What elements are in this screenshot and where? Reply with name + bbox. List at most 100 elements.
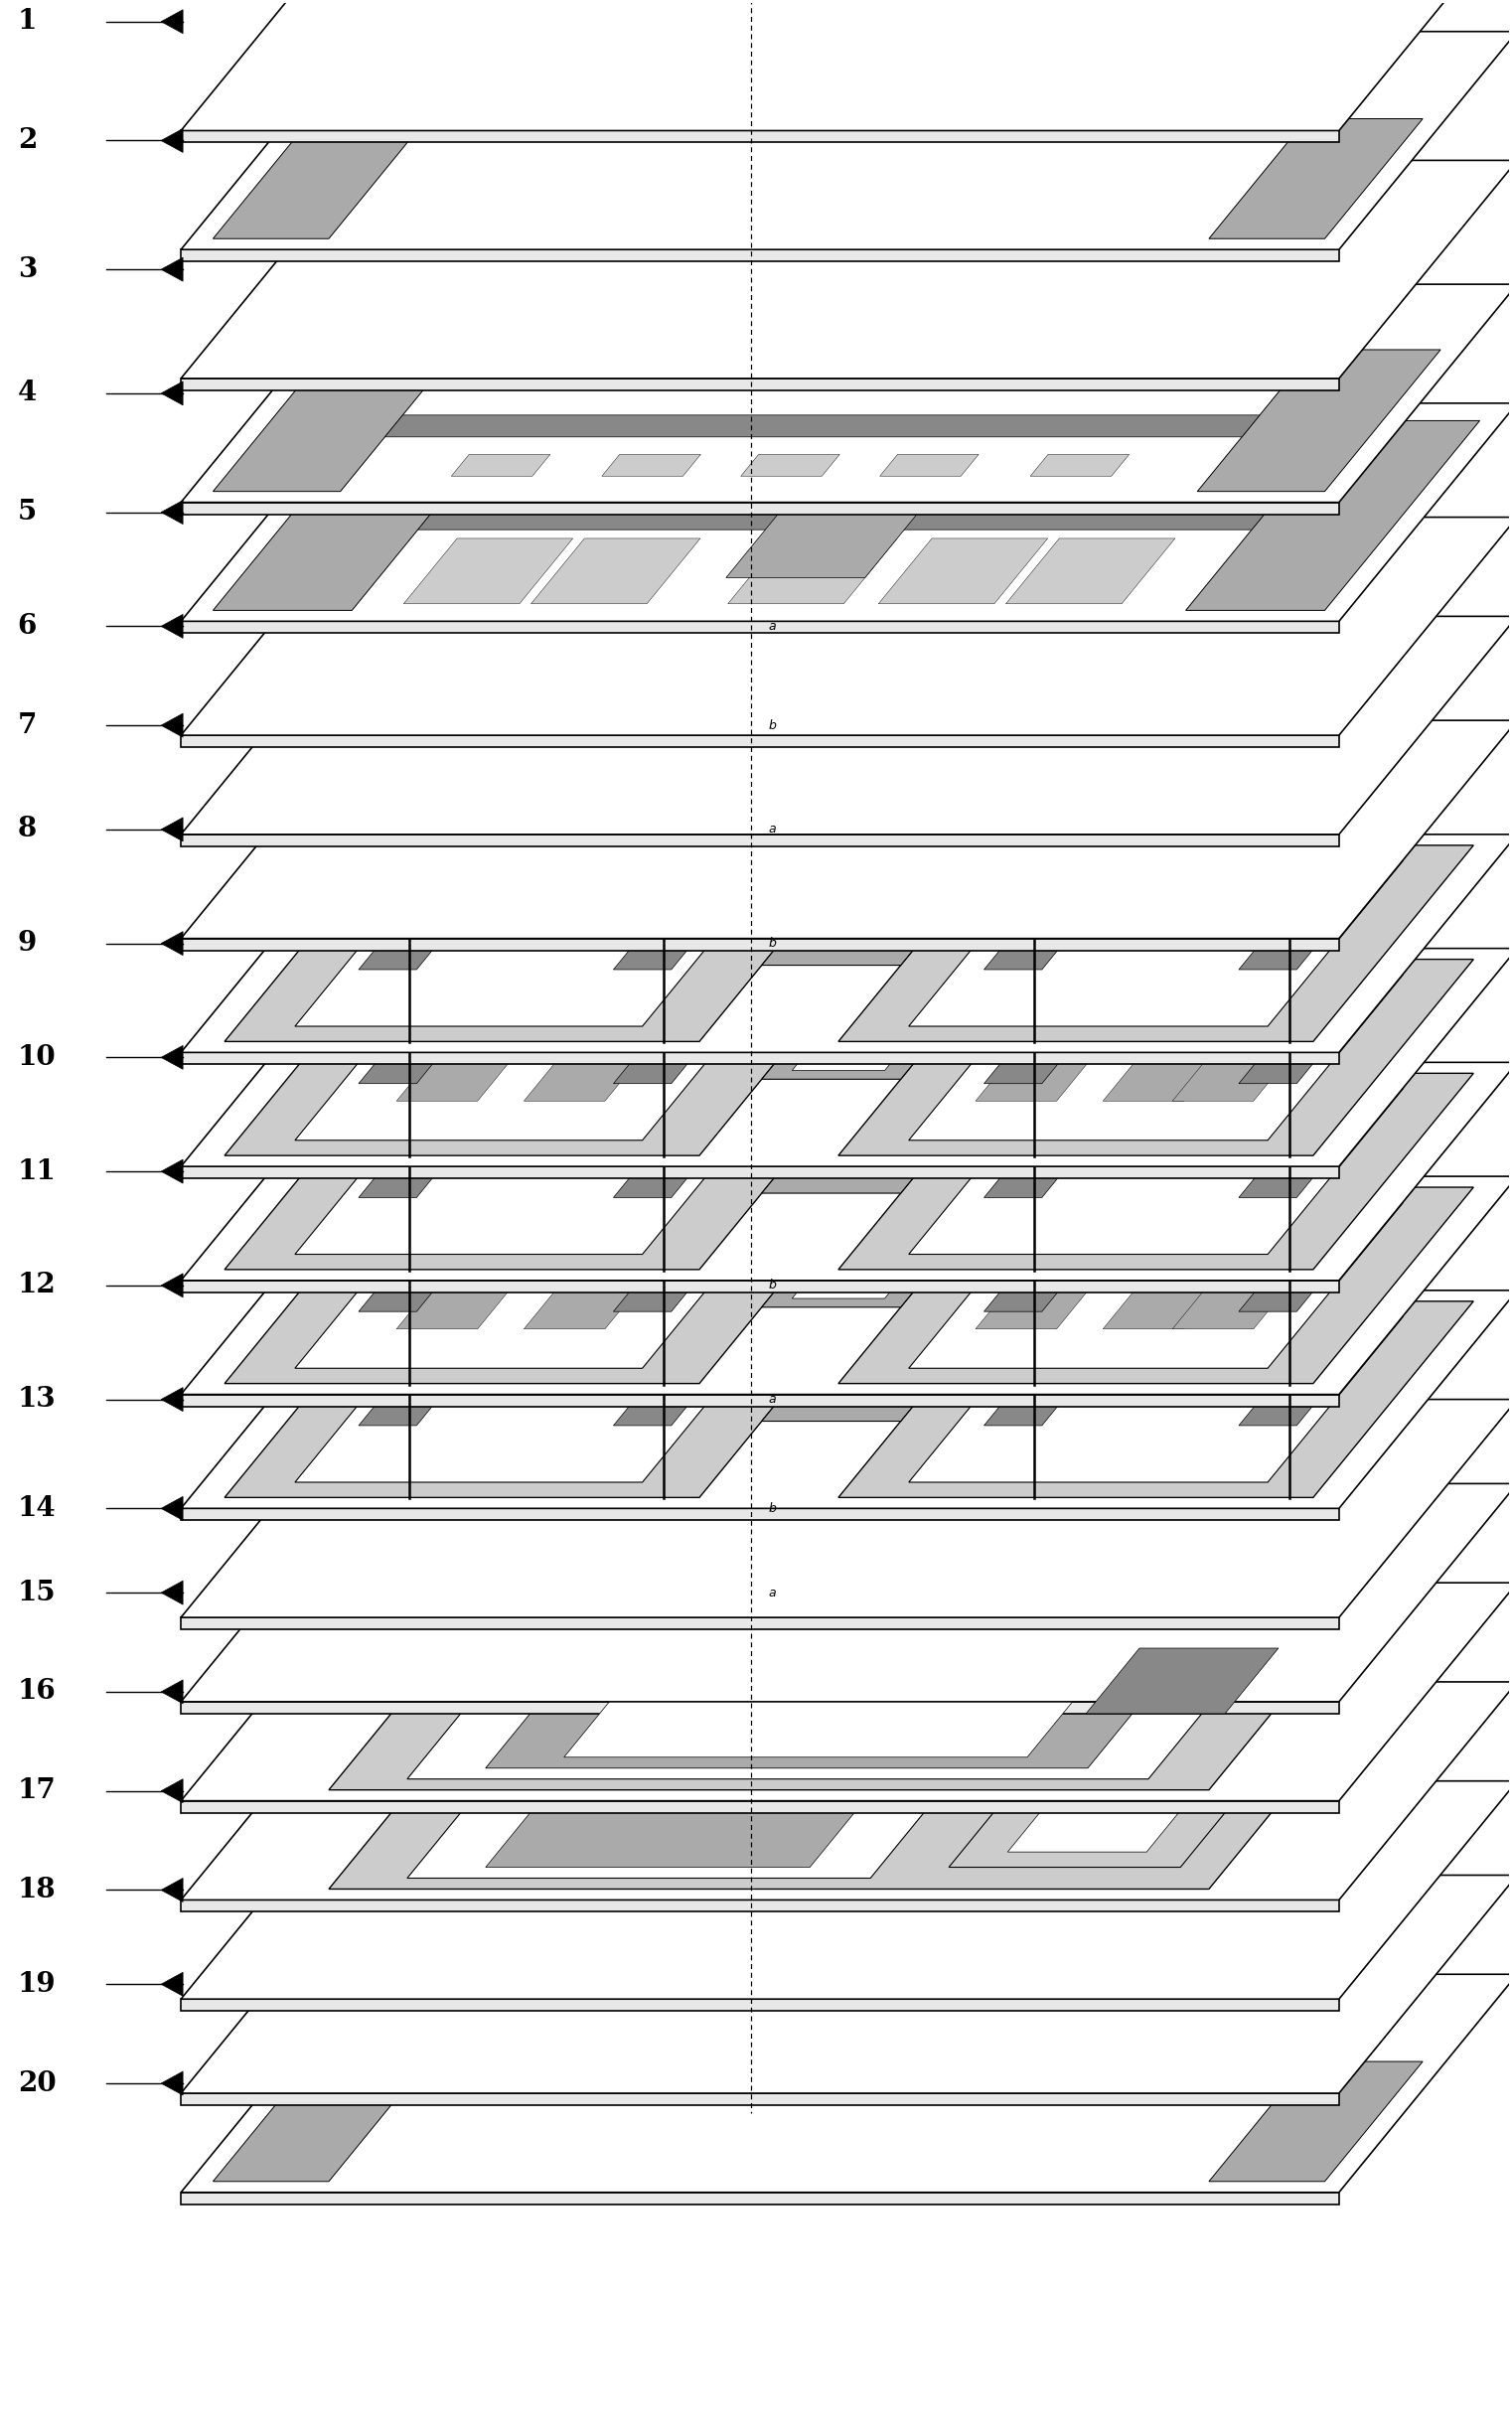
Polygon shape (162, 713, 183, 737)
Polygon shape (181, 285, 1512, 501)
Polygon shape (358, 1372, 460, 1426)
Polygon shape (225, 844, 860, 1041)
Polygon shape (1113, 360, 1201, 382)
Polygon shape (181, 949, 1512, 1165)
Polygon shape (792, 1044, 906, 1071)
Polygon shape (295, 1202, 777, 1367)
Polygon shape (838, 844, 1474, 1041)
Polygon shape (485, 1616, 1213, 1769)
Polygon shape (162, 382, 183, 406)
Polygon shape (181, 1508, 1340, 1521)
Polygon shape (1185, 421, 1480, 611)
Text: a: a (768, 1586, 776, 1598)
Text: a: a (768, 822, 776, 837)
Text: 10: 10 (18, 1044, 56, 1071)
Polygon shape (162, 932, 183, 956)
Polygon shape (404, 538, 573, 603)
Polygon shape (386, 416, 1259, 438)
Polygon shape (181, 380, 1340, 389)
Polygon shape (181, 32, 1512, 251)
Polygon shape (396, 1015, 549, 1102)
Polygon shape (1238, 1260, 1340, 1311)
Polygon shape (1005, 538, 1175, 603)
Polygon shape (181, 1800, 1340, 1813)
Polygon shape (181, 1900, 1340, 1912)
Polygon shape (727, 538, 897, 603)
Polygon shape (1238, 1372, 1340, 1426)
Polygon shape (909, 1316, 1403, 1482)
Polygon shape (162, 1878, 183, 1903)
Polygon shape (975, 1241, 1128, 1328)
Polygon shape (162, 1496, 183, 1521)
Polygon shape (162, 2070, 183, 2095)
Polygon shape (295, 1088, 777, 1255)
Polygon shape (213, 2061, 426, 2182)
Polygon shape (880, 455, 978, 477)
Polygon shape (328, 1693, 1370, 1888)
Polygon shape (407, 1703, 1013, 1878)
Polygon shape (838, 959, 1474, 1156)
Polygon shape (1095, 428, 1264, 494)
Text: 9: 9 (18, 929, 36, 956)
Polygon shape (328, 1594, 1370, 1791)
Polygon shape (181, 1178, 1512, 1394)
Polygon shape (396, 1241, 549, 1328)
Polygon shape (792, 1272, 906, 1299)
Polygon shape (181, 161, 1512, 380)
Polygon shape (181, 2000, 1340, 2012)
Text: 4: 4 (18, 380, 36, 406)
Polygon shape (162, 1679, 183, 1703)
Text: 6: 6 (18, 613, 36, 640)
Polygon shape (534, 360, 621, 382)
Polygon shape (162, 616, 183, 637)
Polygon shape (181, 1289, 1512, 1508)
Polygon shape (975, 1015, 1128, 1102)
Polygon shape (358, 1146, 460, 1197)
Polygon shape (762, 922, 936, 966)
Polygon shape (838, 1073, 1474, 1270)
Polygon shape (741, 455, 839, 477)
Polygon shape (1030, 455, 1129, 477)
Polygon shape (1210, 2061, 1423, 2182)
Polygon shape (762, 1263, 936, 1307)
Polygon shape (181, 720, 1512, 939)
Polygon shape (181, 1973, 1512, 2192)
Polygon shape (181, 1876, 1512, 2092)
Polygon shape (726, 450, 968, 577)
Polygon shape (493, 428, 662, 494)
Polygon shape (181, 518, 1512, 735)
Polygon shape (162, 1581, 183, 1603)
Polygon shape (1007, 1730, 1246, 1852)
Polygon shape (181, 1781, 1512, 2000)
Text: 19: 19 (18, 1971, 56, 1997)
Polygon shape (181, 1280, 1340, 1292)
Polygon shape (295, 861, 777, 1027)
Polygon shape (620, 428, 789, 494)
Polygon shape (614, 1032, 714, 1083)
Polygon shape (213, 350, 457, 491)
Polygon shape (181, 251, 1340, 260)
Polygon shape (181, 1681, 1512, 1900)
Polygon shape (909, 1202, 1403, 1367)
Polygon shape (909, 861, 1403, 1027)
Polygon shape (838, 1187, 1474, 1384)
Polygon shape (1086, 1647, 1279, 1713)
Polygon shape (181, 1484, 1512, 1701)
Polygon shape (225, 1187, 860, 1384)
Polygon shape (213, 119, 426, 238)
Polygon shape (181, 620, 1340, 633)
Polygon shape (1198, 350, 1441, 491)
Polygon shape (162, 1779, 183, 1803)
Polygon shape (762, 1377, 936, 1421)
Polygon shape (162, 1161, 183, 1182)
Polygon shape (213, 421, 507, 611)
Polygon shape (614, 1146, 714, 1197)
Polygon shape (564, 1625, 1134, 1757)
Text: 20: 20 (18, 2070, 56, 2097)
Text: 17: 17 (18, 1779, 56, 1805)
Polygon shape (407, 1603, 1291, 1779)
Polygon shape (181, 835, 1340, 847)
Polygon shape (358, 917, 460, 971)
Text: a: a (768, 1394, 776, 1406)
Polygon shape (984, 1032, 1084, 1083)
